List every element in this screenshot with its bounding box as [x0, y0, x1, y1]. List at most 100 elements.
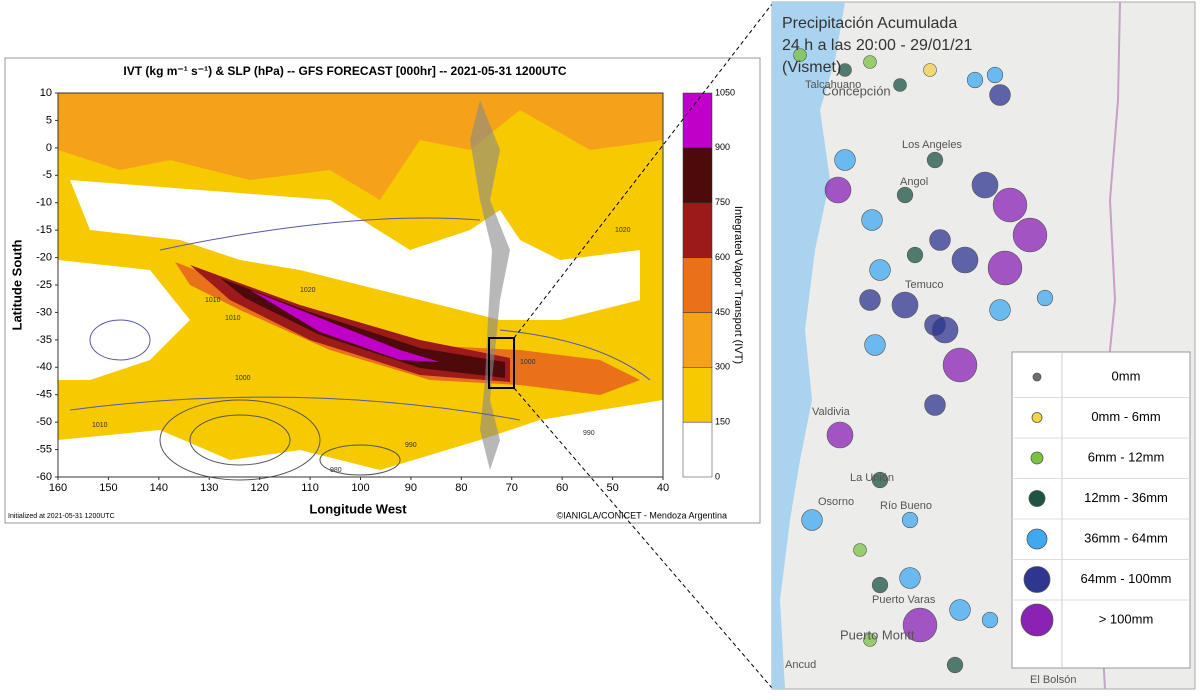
colorbar-segment — [682, 312, 713, 368]
station — [864, 334, 886, 356]
y-tick-label: -20 — [36, 251, 52, 263]
ivt-band-outer — [175, 262, 640, 395]
station — [801, 509, 823, 531]
y-tick-label: 0 — [46, 142, 52, 154]
colorbar-segment — [682, 257, 713, 313]
colorbar-segment — [682, 367, 713, 423]
isobar — [159, 399, 321, 481]
isobar — [319, 444, 401, 476]
place-label: Temuco — [905, 279, 944, 291]
place-label: El Bolsón — [1030, 674, 1076, 686]
y-tick-label: -30 — [36, 306, 52, 318]
connector — [513, 3, 773, 339]
station — [863, 55, 877, 69]
colorbar-tick-label: 300 — [715, 362, 730, 372]
contour-labels: 1010 1010 1020 1020 1000 990 980 1010 1000 990 — [92, 227, 631, 474]
stations — [793, 48, 1054, 674]
field-orange — [58, 93, 663, 200]
x-tick-label: 40 — [657, 482, 669, 494]
legend-symbol — [1020, 603, 1054, 637]
map-title-line: Precipitación Acumulada — [782, 15, 957, 32]
map-title-line: (Vismet) — [782, 59, 841, 76]
colorbar-tick-label: 1050 — [715, 87, 735, 97]
station — [926, 151, 944, 169]
legend-label: 0mm — [1112, 368, 1141, 383]
legend-label: > 100mm — [1099, 611, 1154, 626]
place-label: Ancud — [785, 659, 816, 671]
colorbar-label: Integrated Vapor Transport (IVT) — [732, 206, 744, 364]
legend-label: 64mm - 100mm — [1080, 571, 1171, 586]
place-label: Concepción — [822, 83, 891, 98]
place-label: La Unión — [850, 472, 894, 484]
station — [987, 250, 1023, 286]
map-title-line: 24 h a las 20:00 - 29/01/21 — [782, 37, 972, 54]
place-label: Valdivia — [812, 406, 851, 418]
station — [951, 246, 979, 274]
place-label: Angol — [900, 176, 928, 188]
isobar — [89, 319, 151, 361]
station — [901, 511, 919, 529]
contour-label: 1010 — [92, 422, 108, 429]
y-tick-label: -45 — [36, 389, 52, 401]
place-label: Osorno — [818, 496, 854, 508]
colorbar-tick-label: 750 — [715, 197, 730, 207]
x-tick-label: 120 — [250, 482, 268, 494]
legend-label: 6mm - 12mm — [1088, 449, 1165, 464]
footer-right: ©IANIGLA/CONICET - Mendoza Argentina — [556, 510, 727, 520]
station — [891, 291, 919, 319]
axes: 1050-5-10-15-20-25-30-35-40-45-50-55-601… — [36, 87, 735, 494]
contour-label: 1020 — [300, 287, 316, 294]
colorbar-tick-label: 600 — [715, 252, 730, 262]
connector — [513, 387, 773, 689]
place-label: Puerto Montt — [840, 627, 915, 642]
y-axis-label: Latitude South — [9, 239, 24, 330]
legend: 0mm 0mm - 6mm 6mm - 12mm 12mm - 36mm 36mm - … — [1012, 368, 1190, 637]
station — [981, 611, 999, 629]
legend-symbol — [1032, 372, 1042, 382]
station — [859, 289, 881, 311]
ivt-band-inner — [220, 278, 505, 378]
station — [838, 63, 852, 77]
legend-label: 12mm - 36mm — [1084, 490, 1168, 505]
x-tick-label: 100 — [351, 482, 369, 494]
station — [1012, 217, 1048, 253]
station — [906, 246, 924, 264]
station — [896, 186, 914, 204]
legend-symbol — [1028, 490, 1046, 507]
contour-label: 1010 — [205, 297, 221, 304]
y-tick-label: -55 — [36, 443, 52, 455]
colorbar-tick-label: 0 — [715, 471, 720, 481]
contour-label: 1020 — [615, 227, 631, 234]
contour-label: 980 — [330, 467, 342, 474]
x-tick-label: 50 — [606, 482, 618, 494]
y-tick-label: -50 — [36, 416, 52, 428]
y-tick-label: -25 — [36, 279, 52, 291]
colorbar-tick-label: 450 — [715, 307, 730, 317]
y-tick-label: -15 — [36, 224, 52, 236]
y-tick-label: -60 — [36, 471, 52, 483]
x-axis-label: Longitude West — [309, 501, 407, 516]
contour-label: 1000 — [520, 359, 536, 366]
station — [893, 78, 907, 92]
contour-label: 1000 — [235, 375, 251, 382]
station — [924, 394, 946, 416]
y-tick-label: -10 — [36, 197, 52, 209]
place-label: Los Angeles — [902, 139, 962, 151]
station — [929, 229, 951, 251]
station — [899, 567, 921, 589]
y-tick-label: -40 — [36, 361, 52, 373]
legend-symbol — [1031, 412, 1043, 423]
station — [824, 176, 852, 204]
zoom-box — [488, 337, 515, 389]
x-tick-label: 70 — [506, 482, 518, 494]
south-america-outline — [470, 100, 510, 470]
ivt-field — [57, 92, 664, 481]
x-tick-label: 160 — [49, 482, 67, 494]
x-tick-label: 130 — [200, 482, 218, 494]
sea — [772, 2, 845, 689]
x-tick-label: 90 — [405, 482, 417, 494]
map-title: IVT (kg m⁻¹ s⁻¹) & SLP (hPa) -- GFS FORE… — [123, 64, 567, 78]
